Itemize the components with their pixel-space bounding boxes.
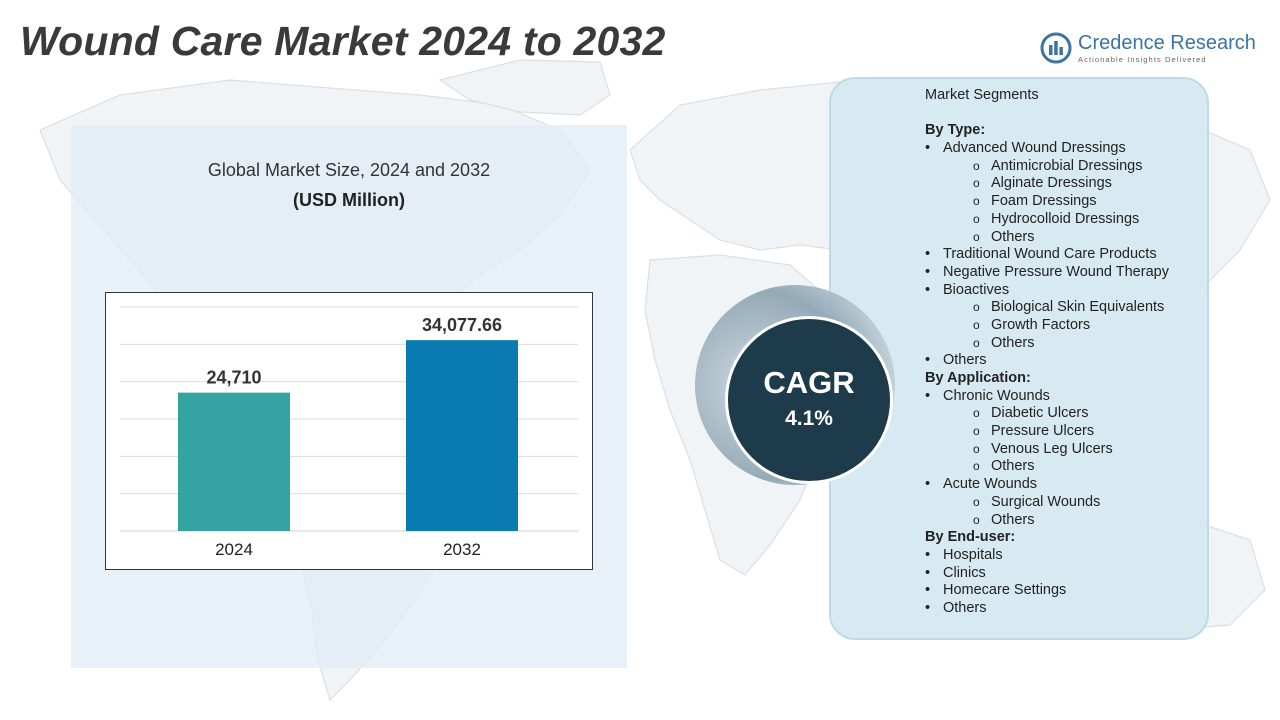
segment-subitem: o Others xyxy=(925,512,1169,530)
circle-bullet-icon: o xyxy=(973,158,980,173)
circle-bullet-icon: o xyxy=(973,459,980,474)
bar-2024 xyxy=(178,392,290,531)
circle-bullet-icon: o xyxy=(973,335,980,350)
segment-item: • Advanced Wound Dressings xyxy=(925,140,1169,158)
segment-group-heading: By Application: xyxy=(925,370,1031,386)
segment-subitem: o Alginate Dressings xyxy=(925,175,1169,193)
segment-subitem-label: Surgical Wounds xyxy=(991,493,1101,510)
segment-subitem-label: Growth Factors xyxy=(991,316,1091,333)
segment-item: • Chronic Wounds xyxy=(925,388,1169,406)
bullet-icon: • xyxy=(925,582,931,599)
page-title: Wound Care Market 2024 to 2032 xyxy=(20,18,666,64)
segment-subitem: o Diabetic Ulcers xyxy=(925,405,1169,423)
segment-subitem-label: Others xyxy=(991,334,1035,351)
circle-bullet-icon: o xyxy=(973,211,980,226)
segment-item-label: Bioactives xyxy=(943,281,1010,298)
segment-item: • Homecare Settings xyxy=(925,582,1169,600)
brand-logo-icon xyxy=(1040,32,1072,64)
bullet-icon: • xyxy=(925,246,931,263)
segment-item: • Clinics xyxy=(925,565,1169,583)
circle-bullet-icon: o xyxy=(973,176,980,191)
segment-item: • Others xyxy=(925,600,1169,618)
brand-name: Credence Research xyxy=(1078,32,1256,54)
segment-subitem-label: Others xyxy=(991,511,1035,528)
bullet-icon: • xyxy=(925,263,931,280)
segment-subitem-label: Hydrocolloid Dressings xyxy=(991,210,1140,227)
segment-subitem-label: Antimicrobial Dressings xyxy=(991,157,1143,174)
segment-subitem: o Others xyxy=(925,335,1169,353)
x-tick-label: 2032 xyxy=(443,540,481,559)
bar-chart: 24,710 2024 34,077.66 2032 xyxy=(105,292,593,570)
segment-item-label: Acute Wounds xyxy=(943,476,1038,493)
bullet-icon: • xyxy=(925,476,931,493)
segment-subitem-label: Alginate Dressings xyxy=(991,175,1112,192)
bullet-icon: • xyxy=(925,599,931,616)
bullet-icon: • xyxy=(925,564,931,581)
bullet-icon: • xyxy=(925,281,931,298)
bar-value-label: 34,077.66 xyxy=(422,315,502,335)
segment-subitem-label: Pressure Ulcers xyxy=(991,423,1095,440)
bullet-icon: • xyxy=(925,352,931,369)
circle-bullet-icon: o xyxy=(973,229,980,244)
segment-item: • Negative Pressure Wound Therapy xyxy=(925,264,1169,282)
cagr-label: CAGR xyxy=(763,365,855,400)
circle-bullet-icon: o xyxy=(973,317,980,332)
segment-subitem-label: Diabetic Ulcers xyxy=(991,405,1089,422)
segment-item-label: Negative Pressure Wound Therapy xyxy=(943,263,1169,280)
segment-subitem: o Biological Skin Equivalents xyxy=(925,299,1169,317)
segment-subitem-label: Biological Skin Equivalents xyxy=(991,299,1165,316)
segment-subitem-label: Foam Dressings xyxy=(991,193,1097,210)
segment-item-label: Traditional Wound Care Products xyxy=(943,246,1157,263)
segments-heading: Market Segments xyxy=(925,87,1039,103)
segment-item-label: Others xyxy=(943,599,987,616)
segment-subitem-label: Others xyxy=(991,458,1035,475)
segment-item-label: Advanced Wound Dressings xyxy=(943,140,1126,157)
segment-subitem: o Antimicrobial Dressings xyxy=(925,158,1169,176)
segment-subitem: o Venous Leg Ulcers xyxy=(925,441,1169,459)
bar-2032 xyxy=(406,340,518,531)
bullet-icon: • xyxy=(925,387,931,404)
circle-bullet-icon: o xyxy=(973,441,980,456)
segment-item: • Acute Wounds xyxy=(925,476,1169,494)
segment-subitem-label: Others xyxy=(991,228,1035,245)
chart-title: Global Market Size, 2024 and 2032 xyxy=(207,160,491,180)
circle-bullet-icon: o xyxy=(973,300,980,315)
segment-item: • Others xyxy=(925,352,1169,370)
circle-bullet-icon: o xyxy=(973,194,980,209)
segment-item-label: Clinics xyxy=(943,564,986,581)
segment-item-label: Hospitals xyxy=(943,546,1003,563)
segment-item-label: Chronic Wounds xyxy=(943,387,1050,404)
circle-bullet-icon: o xyxy=(973,494,980,509)
segment-subitem: o Others xyxy=(925,229,1169,247)
segment-subitem: o Others xyxy=(925,458,1169,476)
segment-subitem: o Hydrocolloid Dressings xyxy=(925,211,1169,229)
segment-item: • Traditional Wound Care Products xyxy=(925,246,1169,264)
segment-subitem: o Pressure Ulcers xyxy=(925,423,1169,441)
segment-subitem: o Growth Factors xyxy=(925,317,1169,335)
bullet-icon: • xyxy=(925,140,931,157)
segment-item-label: Homecare Settings xyxy=(943,582,1067,599)
cagr-value: 4.1% xyxy=(785,407,833,430)
x-tick-label: 2024 xyxy=(215,540,253,559)
market-segments-panel xyxy=(829,77,1209,640)
segments-spacer xyxy=(925,105,1169,123)
segment-subitem: o Foam Dressings xyxy=(925,193,1169,211)
segment-group-heading: By End-user: xyxy=(925,529,1016,546)
segment-group-heading: By Type: xyxy=(925,122,986,139)
segment-item: • Bioactives xyxy=(925,282,1169,300)
brand-tagline: Actionable Insights Delivered xyxy=(1078,55,1207,64)
chart-unit: (USD Million) xyxy=(293,190,405,210)
segment-item: • Hospitals xyxy=(925,547,1169,565)
segment-item-label: Others xyxy=(943,352,987,369)
market-segments-list: Market Segments By Type: • Advanced Wound … xyxy=(925,87,1169,618)
bar-value-label: 24,710 xyxy=(206,368,261,388)
circle-bullet-icon: o xyxy=(973,512,980,527)
bullet-icon: • xyxy=(925,546,931,563)
circle-bullet-icon: o xyxy=(973,424,980,439)
segment-subitem-label: Venous Leg Ulcers xyxy=(991,440,1113,457)
brand-logo: Credence Research Actionable Insights De… xyxy=(1040,30,1256,70)
segment-subitem: o Surgical Wounds xyxy=(925,494,1169,512)
cagr-badge: CAGR 4.1% xyxy=(725,316,893,484)
circle-bullet-icon: o xyxy=(973,406,980,421)
